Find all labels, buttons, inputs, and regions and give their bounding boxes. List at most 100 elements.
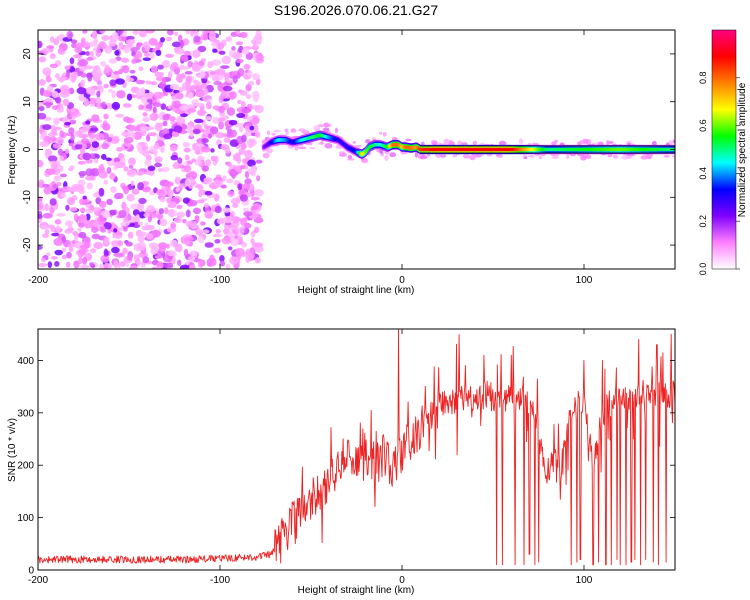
- noise-blob: [136, 171, 145, 176]
- noise-blob: [210, 41, 219, 47]
- noise-blob: [138, 104, 144, 111]
- x-tick-label: -200: [28, 575, 48, 586]
- noise-blob: [155, 262, 164, 267]
- noise-blob: [185, 30, 191, 35]
- noise-blob: [121, 131, 128, 137]
- halo-blob: [273, 129, 282, 133]
- noise-blob: [240, 142, 247, 150]
- noise-blob: [83, 65, 94, 70]
- halo-blob: [290, 128, 297, 133]
- halo-blob: [262, 152, 270, 159]
- noise-blob: [56, 76, 66, 82]
- noise-blob: [241, 47, 250, 55]
- noise-blob: [82, 256, 88, 265]
- halo-blob: [389, 152, 397, 158]
- noise-blob: [171, 95, 177, 100]
- noise-blob: [214, 155, 219, 163]
- noise-blob: [172, 161, 180, 170]
- spectrogram-y-axis: -20 -10 0 10 20: [22, 48, 675, 252]
- noise-blob: [241, 134, 247, 143]
- noise-blob: [67, 243, 77, 248]
- noise-blob: [98, 170, 108, 179]
- halo-blob: [322, 127, 330, 133]
- noise-blob: [223, 215, 233, 224]
- noise-blob: [218, 120, 225, 130]
- noise-blob: [161, 77, 166, 85]
- noise-blob: [137, 221, 144, 226]
- noise-blob: [49, 63, 59, 68]
- noise-blob: [194, 118, 204, 124]
- noise-blob: [38, 126, 44, 135]
- noise-blob: [183, 248, 189, 258]
- noise-blob: [255, 159, 263, 164]
- noise-blob: [145, 224, 155, 231]
- noise-blob: [254, 104, 264, 114]
- noise-blob: [187, 92, 194, 100]
- noise-blob: [79, 244, 90, 250]
- noise-blob: [53, 38, 60, 46]
- noise-blob: [177, 259, 182, 266]
- halo-blob: [414, 151, 419, 158]
- snr-x-label: Height of straight line (km): [298, 585, 415, 596]
- noise-blob: [237, 68, 245, 77]
- noise-blob: [158, 83, 167, 88]
- halo-blob: [663, 155, 670, 158]
- noise-blob: [179, 264, 190, 269]
- noise-blob: [157, 64, 164, 70]
- halo-blob: [384, 154, 389, 161]
- noise-blob: [98, 41, 107, 50]
- noise-blob: [189, 128, 194, 138]
- noise-blob: [158, 208, 165, 215]
- noise-blob: [38, 100, 44, 107]
- noise-blob: [114, 49, 120, 56]
- noise-blob: [176, 115, 184, 124]
- noise-blob: [126, 193, 135, 202]
- colorbar-label: Normalized spectral amplitude: [737, 82, 748, 217]
- noise-blob: [83, 98, 90, 107]
- noise-blob: [62, 186, 72, 193]
- noise-blob: [109, 79, 117, 86]
- halo-blob: [612, 154, 619, 159]
- noise-blob: [121, 36, 127, 42]
- noise-blob: [113, 252, 123, 257]
- y-tick-label: 100: [17, 513, 34, 524]
- noise-blob: [171, 41, 182, 48]
- noise-blob: [142, 150, 150, 157]
- noise-blob: [227, 79, 233, 84]
- noise-blob: [135, 79, 146, 85]
- y-tick-label: 20: [22, 48, 33, 60]
- noise-blob: [235, 41, 244, 46]
- noise-blob: [50, 135, 57, 143]
- noise-blob: [177, 157, 183, 165]
- noise-blob: [84, 220, 94, 229]
- spectrogram-x-axis: -200 -100 0 100: [28, 30, 593, 286]
- noise-blob: [224, 72, 231, 79]
- noise-blob: [159, 218, 168, 227]
- noise-blob: [247, 159, 256, 167]
- noise-blob: [88, 132, 96, 139]
- halo-blob: [324, 143, 333, 149]
- halo-blob: [352, 141, 356, 144]
- noise-blob: [59, 89, 70, 98]
- noise-blob: [52, 126, 62, 131]
- noise-blob: [211, 59, 221, 66]
- noise-blob: [227, 190, 235, 197]
- noise-blob: [123, 166, 129, 172]
- noise-blob: [42, 183, 50, 188]
- halo-blob: [651, 140, 657, 146]
- noise-blob: [183, 50, 191, 56]
- noise-blob: [97, 84, 103, 90]
- halo-blob: [298, 146, 307, 150]
- noise-blob: [150, 65, 158, 74]
- noise-blob: [210, 148, 215, 153]
- noise-blob: [151, 266, 160, 269]
- noise-blob: [137, 235, 145, 243]
- noise-blob: [239, 194, 248, 202]
- noise-blob: [111, 246, 120, 254]
- noise-blob: [80, 79, 86, 88]
- noise-blob: [127, 253, 133, 261]
- noise-blob: [61, 254, 67, 260]
- noise-blob: [144, 159, 152, 167]
- noise-blob: [255, 209, 260, 215]
